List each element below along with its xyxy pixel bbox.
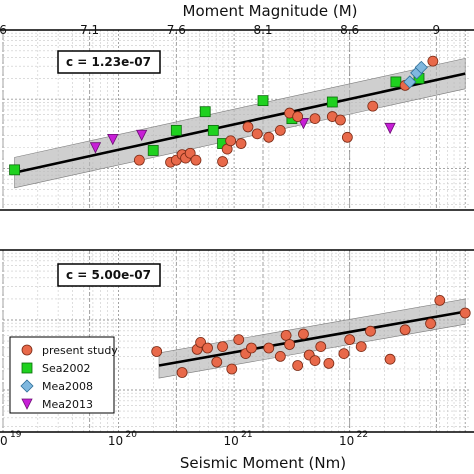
panel-top-fit-line <box>14 72 466 174</box>
data-point-present-study <box>280 329 292 341</box>
data-point-present-study <box>425 318 436 329</box>
panel-top-points <box>9 55 439 176</box>
data-point-present-study <box>274 350 286 362</box>
data-point-present-study <box>399 324 411 336</box>
bottom-tick-label: 10 <box>108 434 123 448</box>
data-point-present-study <box>335 114 346 126</box>
data-point-present-study <box>298 328 309 340</box>
bottom-tick-exponent: 21 <box>241 430 252 440</box>
data-point-present-study <box>459 307 471 319</box>
fit-line <box>158 310 466 367</box>
legend-label: present study <box>42 344 118 357</box>
panel-top-annotation-box: c = 1.23e-07 <box>57 50 161 74</box>
bottom-tick-label: 10 <box>339 434 354 448</box>
data-point-present-study <box>315 341 327 353</box>
data-point-present-study <box>341 131 353 143</box>
data-point-present-study <box>323 357 335 369</box>
data-point-present-study <box>217 156 228 167</box>
data-point-present-study <box>263 131 275 143</box>
data-point-present-study <box>190 154 202 166</box>
data-point-present-study <box>292 111 304 122</box>
data-point-sea2002 <box>199 106 211 118</box>
bottom-tick-exponent: 20 <box>126 430 138 440</box>
legend-marker-sea2002 <box>21 362 33 374</box>
data-point-present-study <box>217 341 228 353</box>
panel-top-frame <box>0 29 474 211</box>
panel-bottom-fit-line <box>158 310 466 367</box>
data-point-sea2002 <box>390 76 402 88</box>
panel-bottom-annotation-box: c = 5.00e-07 <box>57 263 161 287</box>
legend-label: Mea2008 <box>42 380 93 393</box>
data-point-sea2002 <box>170 124 182 136</box>
data-point-present-study <box>211 356 223 368</box>
data-point-present-study <box>202 342 213 354</box>
top-axis-title: Moment Magnitude (M) <box>183 2 358 20</box>
data-point-present-study <box>355 341 367 353</box>
legend-marker-mea2013 <box>21 398 33 410</box>
legend: present study Sea2002 Mea2008 Mea2013 <box>9 336 118 414</box>
data-point-present-study <box>226 363 238 375</box>
data-point-present-study <box>233 334 245 346</box>
data-point-present-study <box>344 334 356 346</box>
top-tick-label: 9 <box>433 23 441 37</box>
data-point-present-study <box>292 360 304 371</box>
panel-bottom-frame <box>0 249 474 433</box>
data-point-sea2002 <box>326 96 338 108</box>
data-point-present-study <box>263 342 275 354</box>
legend-label: Sea2002 <box>42 362 91 375</box>
top-tick-label: 7.1 <box>80 23 99 37</box>
data-point-present-study <box>195 336 207 348</box>
data-point-mea2008 <box>403 75 417 89</box>
data-point-present-study <box>338 348 350 360</box>
data-point-mea2013 <box>297 118 310 130</box>
data-point-sea2002 <box>147 145 159 156</box>
data-point-present-study <box>176 367 188 378</box>
data-point-present-study <box>384 353 396 365</box>
fit-line <box>14 72 466 174</box>
data-point-mea2008 <box>414 60 428 74</box>
data-point-present-study <box>309 113 321 125</box>
data-point-sea2002 <box>207 124 219 136</box>
data-point-present-study <box>246 342 257 354</box>
data-point-mea2013 <box>136 129 148 142</box>
bottom-tick-exponent: 19 <box>10 430 22 440</box>
data-point-present-study <box>434 294 446 306</box>
data-point-present-study <box>151 346 163 357</box>
x-axis-label: Seismic Moment (Nm) <box>180 454 346 472</box>
legend-label: Mea2013 <box>42 398 93 411</box>
data-point-present-study <box>274 124 286 136</box>
data-point-sea2002 <box>257 95 269 107</box>
panel-top: c = 1.23e-07 <box>0 29 474 211</box>
data-point-present-study <box>427 55 439 67</box>
data-point-present-study <box>225 135 237 147</box>
data-point-mea2013 <box>384 122 396 135</box>
data-point-present-study <box>367 100 379 112</box>
data-point-sea2002 <box>9 164 20 176</box>
bottom-tick-label: 10 <box>0 434 8 448</box>
data-point-present-study <box>309 355 321 367</box>
data-point-present-study <box>184 147 196 159</box>
data-point-present-study <box>133 154 145 166</box>
data-point-mea2013 <box>89 142 102 154</box>
top-axis-ticks: 6 7.1 7.6 8.1 8.6 9 <box>0 23 440 37</box>
data-point-present-study <box>365 325 376 337</box>
panel-top-annotation: c = 1.23e-07 <box>66 55 151 69</box>
panel-bottom-annotation: c = 5.00e-07 <box>66 268 151 282</box>
data-point-present-study <box>284 339 295 350</box>
data-point-present-study <box>251 128 263 140</box>
top-tick-label: 7.6 <box>167 23 186 37</box>
bottom-tick-label: 10 <box>223 434 238 448</box>
top-tick-label: 8.1 <box>253 23 272 37</box>
legend-marker-mea2008 <box>20 379 34 393</box>
bottom-tick-exponent: 22 <box>357 430 368 440</box>
panel-bottom-points <box>151 294 471 378</box>
top-tick-label: 8.6 <box>340 23 359 37</box>
data-point-present-study <box>242 121 254 133</box>
bottom-axis-ticks: 1019102010211022 <box>0 430 368 448</box>
legend-marker-present-study <box>21 344 33 356</box>
top-tick-label: 6 <box>0 23 7 37</box>
data-point-present-study <box>235 138 247 149</box>
data-point-mea2013 <box>107 133 119 146</box>
